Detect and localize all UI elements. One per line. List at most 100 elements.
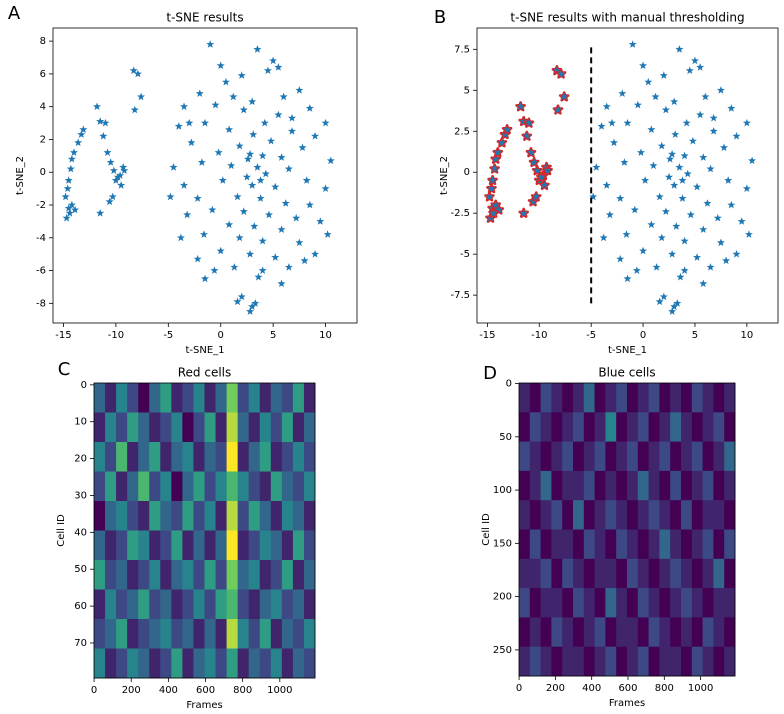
scatter-point xyxy=(67,154,76,163)
heatmap-cell xyxy=(562,529,574,560)
heatmap-cell xyxy=(648,412,660,442)
heatmap-cell xyxy=(551,588,563,618)
heatmap-cell xyxy=(637,412,649,442)
heatmap-cell xyxy=(573,558,585,589)
heatmap-cell xyxy=(594,558,606,589)
heatmap-cell xyxy=(127,648,139,679)
heatmap-cell xyxy=(105,530,117,561)
heatmap-cell xyxy=(182,501,194,531)
heatmap-cell xyxy=(303,530,316,561)
heatmap-cell xyxy=(270,589,283,620)
scatter-point xyxy=(492,147,504,158)
heatmap-cell xyxy=(171,412,183,443)
scatter-point xyxy=(119,163,128,171)
heatmap-cell xyxy=(702,441,714,472)
heatmap-cell xyxy=(529,500,541,530)
heatmap-cell xyxy=(519,558,531,589)
scatter-point xyxy=(321,118,330,127)
heatmap-cell xyxy=(94,648,106,679)
heatmap-cell xyxy=(182,560,194,590)
heatmap-cell xyxy=(583,412,595,442)
heatmap-cell xyxy=(540,441,552,472)
heatmap-cell xyxy=(138,648,150,679)
heatmap-cell xyxy=(303,560,316,590)
heatmap-cell xyxy=(724,558,736,589)
heatmap-cell xyxy=(160,648,172,679)
heatmap-cell xyxy=(562,470,574,501)
heatmap-cell xyxy=(605,646,617,677)
heatmap-cell xyxy=(583,529,595,560)
heatmap-cell xyxy=(182,412,194,443)
x-tick-label: 0 xyxy=(91,685,97,696)
scatter-point xyxy=(235,141,244,150)
scatter-point xyxy=(225,220,234,229)
scatter-point xyxy=(639,61,648,70)
heatmap-cell xyxy=(659,500,671,530)
heatmap-cell xyxy=(160,589,172,620)
heatmap-cell xyxy=(519,441,531,472)
heatmap-cell xyxy=(637,500,649,530)
heatmap-cell xyxy=(226,530,239,561)
scatter-point xyxy=(216,246,225,255)
heatmap-cell xyxy=(551,412,563,442)
scatter-point xyxy=(277,279,286,288)
heatmap-cell xyxy=(637,646,649,677)
scatter-point xyxy=(96,117,105,125)
heatmap-cell xyxy=(193,442,205,472)
scatter-point xyxy=(130,105,139,114)
heatmap-cell xyxy=(659,558,671,589)
heatmap-cell xyxy=(540,646,552,677)
scatter-point xyxy=(250,222,259,230)
scatter-point xyxy=(61,192,70,201)
scatter-point xyxy=(64,176,73,184)
heatmap-cell xyxy=(204,442,216,472)
heatmap-cell xyxy=(648,383,660,413)
scatter-point xyxy=(737,217,746,225)
scatter-point xyxy=(246,307,255,315)
heatmap-cell xyxy=(681,383,693,413)
heatmap-cell xyxy=(237,648,250,679)
heatmap-cell xyxy=(259,471,272,502)
scatter-point xyxy=(237,292,246,301)
scatter-point xyxy=(109,166,118,174)
heatmap-cell xyxy=(237,589,250,620)
heatmap-cell xyxy=(105,471,117,502)
x-tick-label: 200 xyxy=(122,685,141,696)
heatmap-cell xyxy=(94,471,106,502)
scatter-point xyxy=(685,66,694,74)
heatmap-cell xyxy=(182,530,194,561)
scatter-point xyxy=(197,158,206,166)
heatmap-cell xyxy=(215,648,227,679)
scatter-point xyxy=(675,45,684,53)
scatter-point xyxy=(200,230,208,238)
heatmap-cell xyxy=(724,412,736,442)
heatmap-cell xyxy=(127,412,139,443)
heatmap-cell xyxy=(138,471,150,502)
heatmap-cell xyxy=(594,500,606,530)
heatmap-cell xyxy=(583,470,595,501)
heatmap-cell xyxy=(248,648,261,679)
heatmap-cell xyxy=(105,560,117,590)
heatmap-cell xyxy=(659,412,671,442)
scatter-point xyxy=(108,192,117,201)
scatter-point xyxy=(665,172,673,181)
heatmap-cell xyxy=(248,589,261,620)
scatter-point xyxy=(518,115,529,127)
y-tick-label: 10 xyxy=(74,417,87,428)
scatter-point xyxy=(210,266,219,274)
heatmap-cell xyxy=(713,558,725,589)
heatmap-cell xyxy=(116,589,128,620)
heatmap-cell xyxy=(540,500,552,530)
heatmap-cell xyxy=(713,646,725,677)
heatmap-cell xyxy=(270,412,283,443)
heatmap-cell xyxy=(105,442,117,472)
heatmap-cell xyxy=(573,441,585,472)
heatmap-cell xyxy=(583,500,595,530)
scatter-point xyxy=(248,97,257,106)
x-tick-label: 0 xyxy=(516,683,522,694)
y-tick-label: 7.5 xyxy=(454,44,470,55)
x-tick-label: 200 xyxy=(546,683,565,694)
scatter-point xyxy=(610,138,618,147)
heatmap-cell xyxy=(226,412,239,443)
